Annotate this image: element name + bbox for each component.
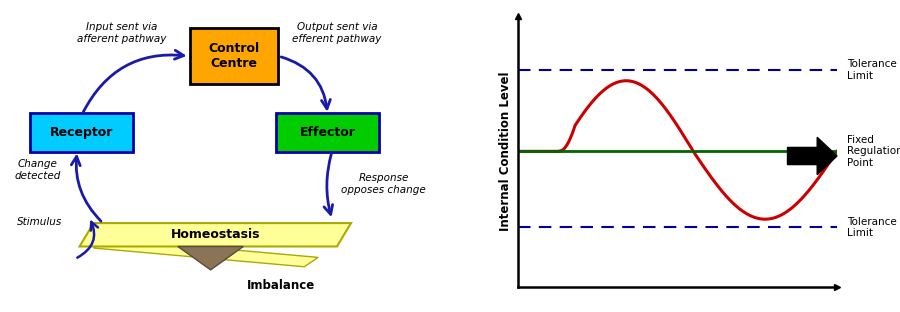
Text: Effector: Effector (300, 126, 356, 139)
Text: Imbalance: Imbalance (247, 279, 315, 292)
FancyBboxPatch shape (190, 28, 278, 84)
Text: Control
Centre: Control Centre (209, 42, 259, 70)
Text: Input sent via
afferent pathway: Input sent via afferent pathway (77, 22, 166, 44)
Polygon shape (178, 246, 243, 270)
Text: Change
detected: Change detected (14, 159, 60, 181)
Text: Output sent via
efferent pathway: Output sent via efferent pathway (292, 22, 382, 44)
Text: Tolerance
Limit: Tolerance Limit (847, 217, 896, 238)
Text: Fixed
Regulation
Point: Fixed Regulation Point (847, 135, 900, 168)
Y-axis label: Internal Condition Level: Internal Condition Level (499, 71, 512, 231)
Text: Stimulus: Stimulus (17, 217, 62, 227)
FancyBboxPatch shape (31, 113, 133, 152)
Polygon shape (79, 223, 351, 246)
Text: Response
opposes change: Response opposes change (341, 173, 426, 195)
Text: Tolerance
Limit: Tolerance Limit (847, 59, 896, 81)
Text: Receptor: Receptor (50, 126, 113, 139)
FancyBboxPatch shape (276, 113, 379, 152)
Polygon shape (94, 239, 319, 267)
Text: Homeostasis: Homeostasis (170, 228, 260, 241)
